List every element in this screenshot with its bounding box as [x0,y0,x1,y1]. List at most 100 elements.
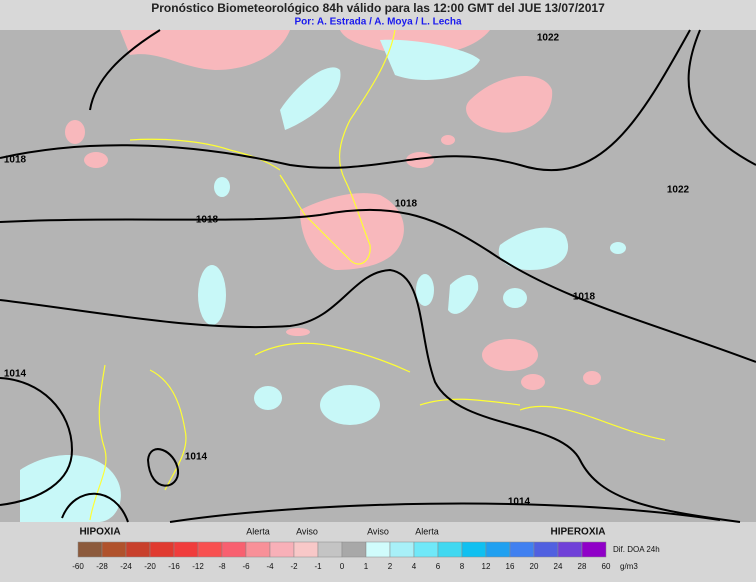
color-box [581,541,607,558]
color-box [389,541,415,558]
level-label: Aviso [367,526,389,536]
color-box [365,541,391,558]
pink-area [300,193,404,270]
cyan-area [448,274,479,314]
scale-tick-label: -6 [242,562,250,571]
hypoxia-label: HIPOXIA [79,527,120,538]
legend: -60 -28 -24 -20 -16 -12 -8 -6 -4 -2 -1 0 1 2 4 6 8 12 16 20… [72,526,659,571]
color-box [245,541,271,558]
isobars [0,29,756,523]
pink-area [466,76,553,133]
map-area: 1022 1018 1022 1018 1018 1018 1014 1014 1014 [0,29,756,523]
cyan-area [280,67,341,130]
color-box [317,541,343,558]
color-box [125,541,151,558]
scale-tick-label: -8 [218,562,226,571]
scale-tick-label: -28 [96,562,108,571]
isobar [169,502,721,523]
coastline [419,398,521,406]
pink-area [65,120,85,144]
isobar-labels: 1022 1018 1022 1018 1018 1018 1014 1014 1014 [4,33,690,508]
color-box [485,541,511,558]
scale-tick-label: -12 [192,562,204,571]
cyan-area [610,242,626,254]
color-box [221,541,247,558]
scale-tick-label: 1 [364,562,369,571]
isobar [0,29,691,172]
isobar-label: 1018 [395,199,418,210]
isobar [61,492,129,523]
pink-area [583,371,601,385]
scale-tick-label: -20 [144,562,156,571]
scale-tick-label: 20 [530,562,539,571]
subtitle: Por: A. Estrada / A. Moya / L. Lecha [294,17,462,28]
pink-area [84,152,108,168]
isobar-label: 1018 [196,215,219,226]
variable-label: Dif. DOA 24h [613,545,660,554]
scale-tick-label: 60 [602,562,611,571]
scale-tick-label: 2 [388,562,393,571]
scale-tick-label: -24 [120,562,132,571]
scale-tick-label: 4 [412,562,417,571]
level-label: Aviso [296,526,318,536]
isobar [0,377,74,506]
title: Pronóstico Biometeorológico 84h válido p… [151,1,605,15]
color-box [149,541,175,558]
cyan-area [416,274,434,306]
scale-tick-label: 28 [578,562,587,571]
level-label: Alerta [415,526,439,536]
level-label: Alerta [246,526,270,536]
cyan-area [214,177,230,197]
unit-label: g/m3 [620,562,638,571]
color-box [413,541,439,558]
isobar [146,448,180,487]
cyan-area [198,265,226,325]
scale-tick-label: -4 [266,562,274,571]
isobar-label: 1014 [508,497,531,508]
coastline [149,369,187,491]
pink-area [286,328,310,336]
scale-tick-label: -60 [72,562,84,571]
color-box [269,541,295,558]
pink-area [441,135,455,145]
scale-tick-label: 16 [506,562,515,571]
scale-tick-label: -2 [290,562,298,571]
map-bg [0,30,756,522]
isobar-label: 1018 [573,292,596,303]
isobar-label: 1014 [4,369,27,380]
scale-tick-label: -16 [168,562,180,571]
color-box [77,541,103,558]
coastline [279,29,396,265]
pink-area [482,339,538,371]
anomaly-areas [20,30,626,522]
hyperoxia-label: HIPEROXIA [550,527,605,538]
color-box [533,541,559,558]
isobar-label: 1018 [4,155,27,166]
cyan-area [254,386,282,410]
color-box [509,541,535,558]
isobar [89,29,161,111]
isobar-label: 1022 [537,33,560,44]
pink-area [120,30,290,70]
color-box [293,541,319,558]
color-box [173,541,199,558]
scale-tick-label: 24 [554,562,563,571]
color-box [341,541,367,558]
color-box [437,541,463,558]
cyan-area [498,227,569,270]
scale-tick-label: 8 [460,562,465,571]
isobar [687,29,756,166]
scale-tick-label: 6 [436,562,441,571]
coastline [519,405,666,441]
cyan-area [380,39,480,80]
pink-area [406,152,434,168]
cyan-area [503,288,527,308]
header-bg [0,0,756,30]
color-box [197,541,223,558]
pink-area [521,374,545,390]
scale-tick-label: 0 [340,562,345,571]
isobar [0,208,756,363]
cyan-area [20,455,121,522]
